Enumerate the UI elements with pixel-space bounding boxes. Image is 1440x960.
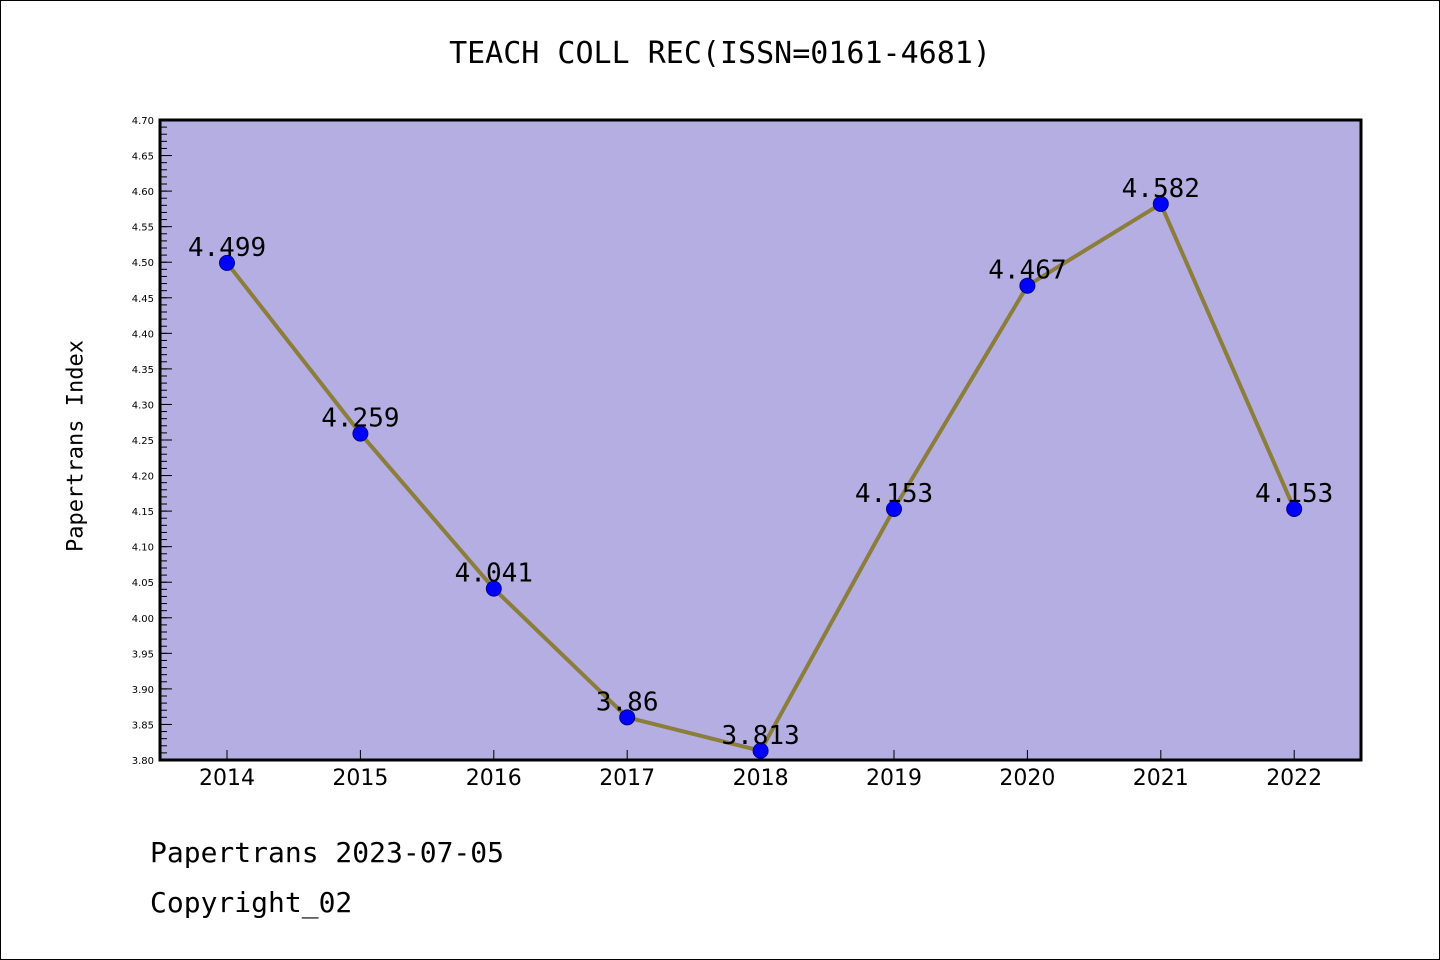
y-tick-label: 4.20 xyxy=(132,472,154,483)
y-tick-label: 4.70 xyxy=(132,116,154,127)
x-tick-label: 2016 xyxy=(466,766,522,791)
data-point xyxy=(619,709,636,726)
x-tick-label: 2021 xyxy=(1133,766,1189,791)
data-point xyxy=(1286,500,1303,517)
data-label: 4.041 xyxy=(455,559,533,589)
data-label: 3.813 xyxy=(721,721,799,751)
y-tick-label: 4.60 xyxy=(132,187,154,198)
x-tick-label: 2017 xyxy=(599,766,655,791)
x-tick-label: 2018 xyxy=(733,766,789,791)
plot-area xyxy=(160,120,1361,760)
data-label: 4.153 xyxy=(855,479,933,509)
y-tick-label: 3.85 xyxy=(132,720,154,731)
y-tick-label: 4.15 xyxy=(132,507,154,518)
x-tick-label: 2015 xyxy=(332,766,388,791)
data-point xyxy=(485,580,502,597)
data-label: 4.582 xyxy=(1122,174,1200,204)
y-tick-label: 4.55 xyxy=(132,223,154,234)
y-tick-label: 4.00 xyxy=(132,614,154,625)
data-point xyxy=(352,425,369,442)
data-label: 4.259 xyxy=(321,404,399,434)
data-label: 3.86 xyxy=(596,687,659,717)
data-label: 4.467 xyxy=(988,256,1066,286)
y-tick-label: 4.05 xyxy=(132,578,154,589)
x-tick-label: 2014 xyxy=(199,766,255,791)
plot-border xyxy=(158,118,1363,762)
chart-title: TEACH COLL REC(ISSN=0161-4681) xyxy=(449,36,991,71)
x-tick-label: 2019 xyxy=(866,766,922,791)
data-point xyxy=(752,742,769,759)
data-point xyxy=(1019,277,1036,294)
footer-date: Papertrans 2023-07-05 xyxy=(150,836,505,869)
x-tick-label: 2022 xyxy=(1266,766,1322,791)
footer-copyright: Copyright_02 xyxy=(150,886,353,919)
y-tick-label: 4.45 xyxy=(132,294,154,305)
y-tick-label: 4.35 xyxy=(132,365,154,376)
y-tick-label: 4.10 xyxy=(132,543,154,554)
x-tick-label: 2020 xyxy=(999,766,1055,791)
data-label: 4.153 xyxy=(1255,479,1333,509)
y-tick-label: 4.50 xyxy=(132,258,154,269)
y-tick-label: 4.40 xyxy=(132,329,154,340)
data-label: 4.499 xyxy=(188,233,266,263)
data-point xyxy=(1152,195,1169,212)
y-tick-label: 4.65 xyxy=(132,152,154,163)
y-tick-label: 3.95 xyxy=(132,649,154,660)
data-point xyxy=(886,500,902,517)
y-tick-label: 3.90 xyxy=(132,685,154,696)
y-tick-label: 4.30 xyxy=(132,400,154,411)
data-point xyxy=(219,254,235,271)
y-tick-label: 4.25 xyxy=(132,436,154,447)
y-tick-label: 3.80 xyxy=(132,756,154,767)
